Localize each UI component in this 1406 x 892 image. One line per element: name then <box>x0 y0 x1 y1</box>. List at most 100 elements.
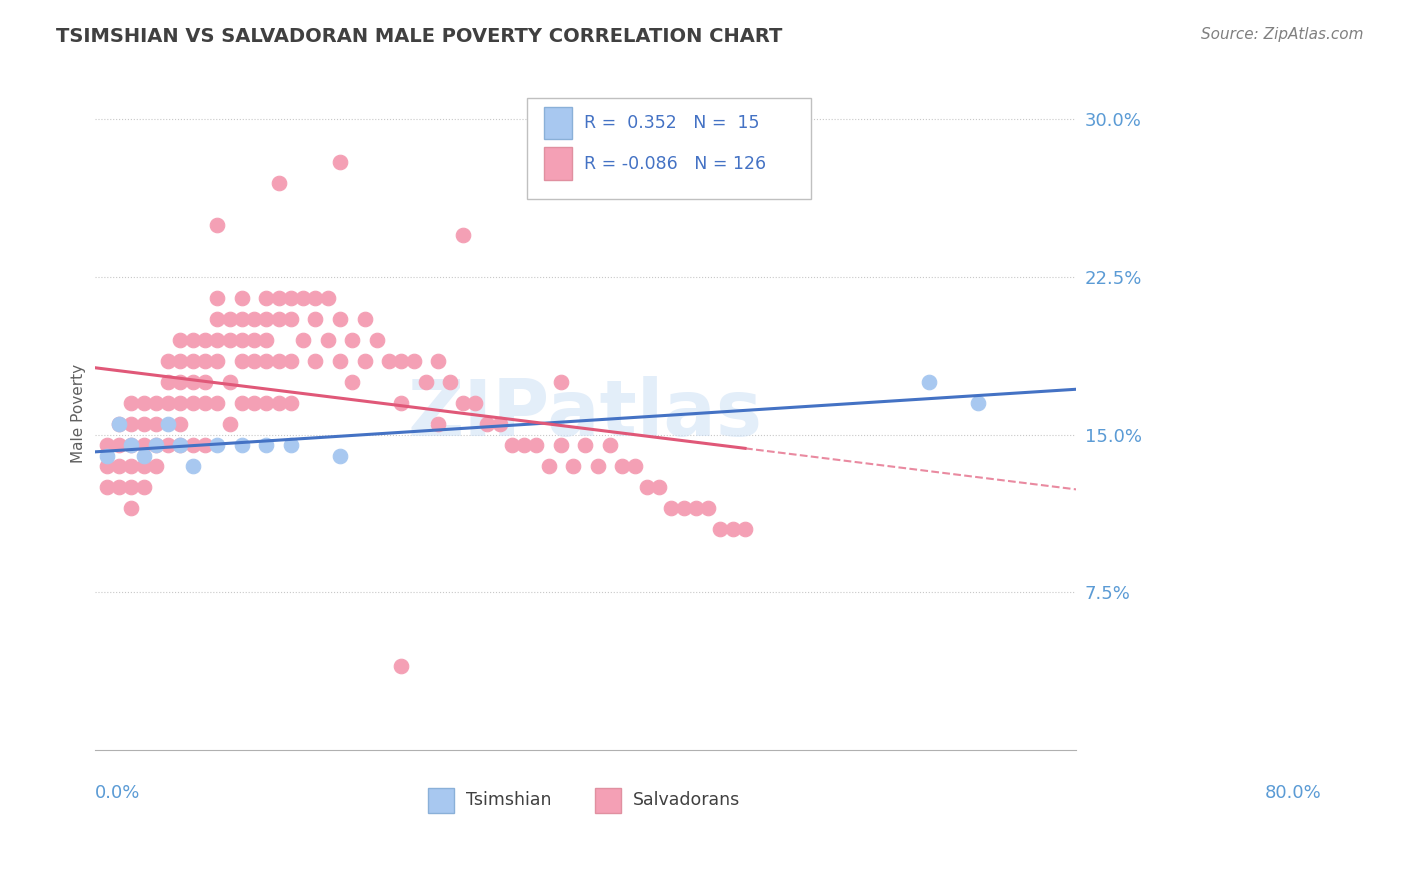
Point <box>550 375 572 389</box>
Point <box>304 354 326 368</box>
Point <box>329 154 352 169</box>
Point <box>280 291 302 305</box>
Point <box>231 312 253 326</box>
Point <box>169 375 191 389</box>
Point <box>120 459 142 474</box>
Point <box>685 501 707 516</box>
Point <box>537 459 560 474</box>
Point <box>562 459 585 474</box>
Text: R = -0.086   N = 126: R = -0.086 N = 126 <box>583 154 766 172</box>
Point <box>464 396 486 410</box>
Point <box>427 417 450 432</box>
Point <box>108 438 131 452</box>
Text: Tsimshian: Tsimshian <box>465 791 551 809</box>
Point <box>207 312 229 326</box>
Point <box>661 501 683 516</box>
Point <box>292 333 315 347</box>
Point <box>218 375 240 389</box>
Point <box>599 438 621 452</box>
Point <box>169 354 191 368</box>
Text: ZIPatlas: ZIPatlas <box>408 376 763 451</box>
Point <box>280 438 302 452</box>
Point <box>267 354 290 368</box>
Point <box>243 396 266 410</box>
Point <box>181 354 204 368</box>
Point <box>967 396 990 410</box>
Point <box>623 459 645 474</box>
Point <box>218 312 240 326</box>
Point <box>243 333 266 347</box>
Point <box>254 312 277 326</box>
Point <box>157 438 180 452</box>
Point <box>329 449 352 463</box>
Bar <box>544 107 572 139</box>
Point <box>280 396 302 410</box>
Point <box>194 333 217 347</box>
Point <box>120 438 142 452</box>
Point <box>207 438 229 452</box>
Point <box>194 354 217 368</box>
Point <box>145 459 167 474</box>
Point <box>389 396 412 410</box>
Bar <box>595 788 621 814</box>
Point <box>132 396 155 410</box>
Point <box>132 449 155 463</box>
Point <box>120 480 142 494</box>
Point <box>194 396 217 410</box>
Point <box>477 417 499 432</box>
Point <box>145 396 167 410</box>
Point <box>329 354 352 368</box>
Point <box>316 291 339 305</box>
Point <box>231 333 253 347</box>
Point <box>207 218 229 232</box>
Point <box>254 354 277 368</box>
Point <box>157 375 180 389</box>
Bar <box>527 97 811 199</box>
Point <box>108 417 131 432</box>
Point <box>918 375 941 389</box>
Point <box>132 438 155 452</box>
Point <box>316 333 339 347</box>
Point <box>697 501 720 516</box>
Point <box>120 438 142 452</box>
Point <box>96 459 118 474</box>
Point <box>108 417 131 432</box>
Point <box>96 438 118 452</box>
Point <box>145 417 167 432</box>
Y-axis label: Male Poverty: Male Poverty <box>72 364 86 463</box>
Text: 80.0%: 80.0% <box>1265 784 1322 802</box>
Point <box>501 438 523 452</box>
Point <box>207 291 229 305</box>
Point <box>574 438 596 452</box>
Point <box>267 291 290 305</box>
Point <box>231 354 253 368</box>
Point <box>526 438 548 452</box>
Point <box>451 396 474 410</box>
Point <box>169 438 191 452</box>
Point <box>231 438 253 452</box>
Point <box>157 396 180 410</box>
Point <box>389 659 412 673</box>
Text: TSIMSHIAN VS SALVADORAN MALE POVERTY CORRELATION CHART: TSIMSHIAN VS SALVADORAN MALE POVERTY COR… <box>56 27 783 45</box>
Point <box>451 228 474 243</box>
Point <box>169 417 191 432</box>
Point <box>648 480 671 494</box>
Point <box>267 396 290 410</box>
Point <box>550 438 572 452</box>
Point <box>415 375 437 389</box>
Point <box>353 312 375 326</box>
Point <box>132 480 155 494</box>
Point <box>389 354 412 368</box>
Point <box>218 417 240 432</box>
Point <box>254 291 277 305</box>
Point <box>734 522 756 536</box>
Point <box>280 312 302 326</box>
Bar <box>429 788 454 814</box>
Point <box>108 459 131 474</box>
Point <box>267 176 290 190</box>
Point <box>207 333 229 347</box>
Point <box>181 459 204 474</box>
Point <box>194 375 217 389</box>
Point <box>145 438 167 452</box>
Point <box>108 480 131 494</box>
